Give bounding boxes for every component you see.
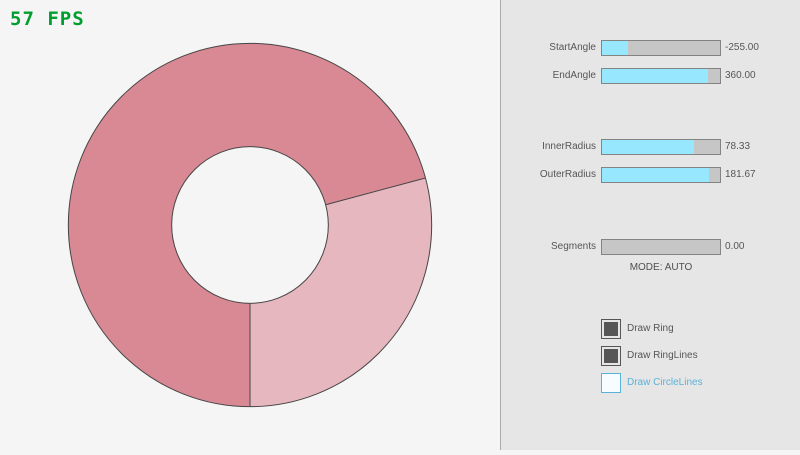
fps-counter: 57 FPS bbox=[10, 8, 85, 30]
checkmark-icon bbox=[604, 349, 618, 363]
startangle-value: -255.00 bbox=[725, 42, 759, 53]
draw-ringlines-checkbox[interactable] bbox=[601, 346, 621, 366]
render-viewport: 57 FPS bbox=[10, 8, 433, 408]
ring-canvas bbox=[67, 42, 433, 408]
slider-fill bbox=[602, 69, 709, 83]
checkbox-row-draw-ring: Draw Ring bbox=[601, 319, 800, 339]
slider-fill bbox=[602, 41, 628, 55]
innerradius-value: 78.33 bbox=[725, 141, 751, 152]
slider-row-segments: Segments 0.00 bbox=[501, 239, 800, 255]
endangle-value: 360.00 bbox=[725, 70, 756, 81]
control-panel: StartAngle -255.00 EndAngle 360.00 Inner… bbox=[500, 0, 800, 450]
draw-circlelines-label: Draw CircleLines bbox=[627, 377, 703, 388]
outerradius-value: 181.67 bbox=[725, 169, 756, 180]
slider-fill bbox=[602, 140, 695, 154]
checkbox-row-draw-ringlines: Draw RingLines bbox=[601, 346, 800, 366]
slider-row-startangle: StartAngle -255.00 bbox=[501, 40, 800, 56]
slider-label-endangle: EndAngle bbox=[552, 70, 596, 81]
draw-ring-label: Draw Ring bbox=[627, 323, 674, 334]
draw-ring-checkbox[interactable] bbox=[601, 319, 621, 339]
draw-ringlines-label: Draw RingLines bbox=[627, 350, 698, 361]
segments-mode-label: MODE: AUTO bbox=[629, 262, 693, 273]
segments-value: 0.00 bbox=[725, 241, 745, 252]
slider-label-innerradius: InnerRadius bbox=[542, 141, 596, 152]
slider-row-outerradius: OuterRadius 181.67 bbox=[501, 167, 800, 183]
slider-fill bbox=[602, 168, 710, 182]
segments-slider[interactable] bbox=[601, 239, 721, 255]
slider-row-endangle: EndAngle 360.00 bbox=[501, 68, 800, 84]
slider-label-segments: Segments bbox=[550, 241, 596, 252]
slider-label-startangle: StartAngle bbox=[549, 42, 596, 53]
innerradius-slider[interactable] bbox=[601, 139, 721, 155]
startangle-slider[interactable] bbox=[601, 40, 721, 56]
endangle-slider[interactable] bbox=[601, 68, 721, 84]
outerradius-slider[interactable] bbox=[601, 167, 721, 183]
slider-label-outerradius: OuterRadius bbox=[539, 169, 596, 180]
slider-row-innerradius: InnerRadius 78.33 bbox=[501, 139, 800, 155]
checkmark-icon bbox=[604, 322, 618, 336]
draw-circlelines-checkbox[interactable] bbox=[601, 373, 621, 393]
checkbox-row-draw-circlelines: Draw CircleLines bbox=[601, 373, 800, 393]
